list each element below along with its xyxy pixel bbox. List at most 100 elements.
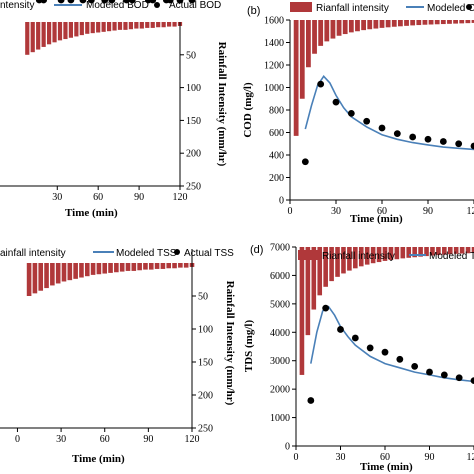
x-axis-title: Time (min): [350, 213, 403, 225]
actual-point: [67, 0, 75, 4]
x-tick-label: 30: [331, 206, 341, 217]
rainfall-bar: [299, 247, 305, 375]
right-tick-label: 50: [198, 292, 208, 303]
legend-dot-swatch: [154, 2, 160, 8]
rainfall-bar: [166, 22, 172, 27]
rainfall-bar: [440, 20, 446, 25]
rainfall-bar: [67, 263, 73, 281]
panel-label: (b): [247, 5, 260, 17]
rainfall-bar: [436, 247, 441, 256]
x-tick-label: 60: [380, 452, 390, 463]
legend-model-label: Modeled COD: [427, 3, 474, 14]
x-ticks: 0 30 60 90 120: [15, 428, 200, 445]
modeled-line: [310, 305, 474, 383]
right-tick-label: 50: [186, 50, 196, 61]
actual-point: [317, 80, 325, 88]
legend-dot-swatch: [466, 4, 472, 10]
modeled-line: [304, 75, 474, 151]
rainfall-bar: [148, 263, 154, 270]
actual-point: [411, 363, 419, 370]
panel-c: 0 30 60 90 120 50 100 150 200 250 Time (min) Rai…: [0, 0, 236, 465]
y-tick-label: 800: [269, 106, 284, 117]
legend-actual-label: Actual TSS: [184, 248, 234, 259]
actual-point: [378, 124, 386, 132]
right-tick-label: 250: [198, 424, 213, 435]
y-tick-label: 2000: [270, 385, 290, 396]
rainfall-bar: [410, 20, 416, 26]
actual-point: [101, 0, 109, 4]
y-tick-label: 4000: [270, 328, 290, 339]
actual-point: [128, 0, 136, 4]
x-tick-label: 30: [52, 192, 62, 203]
x-tick-label: 120: [467, 206, 474, 217]
rainfall-bar: [137, 263, 142, 271]
rainfall-bar: [382, 247, 388, 261]
rainfall-bar: [317, 247, 323, 296]
rainfall-bar: [46, 22, 52, 45]
legend-actual-label: Actual BOD: [169, 0, 221, 11]
y-tick-label: 6000: [270, 271, 290, 282]
rainfall-bar: [125, 263, 131, 271]
rainfall-bar: [131, 263, 137, 271]
legend: ainfall intensity Modeled TSS Actual TSS: [0, 248, 234, 259]
legend-dot-swatch: [174, 249, 180, 255]
rainfall-bar: [424, 247, 429, 257]
rainfall-bar: [101, 22, 106, 32]
rainfall-bar: [183, 263, 189, 268]
panel-label: (d): [250, 244, 263, 256]
y-tick-label: 0: [285, 442, 290, 453]
actual-point: [347, 109, 355, 117]
rainfall-bar: [79, 22, 84, 36]
bar-series: [25, 22, 183, 55]
x-tick-label: 120: [185, 434, 200, 445]
y-tick-label: 1000: [270, 413, 290, 424]
actual-points: [301, 80, 474, 166]
rainfall-bar: [361, 20, 366, 31]
legend-model-label: Modeled TSS: [116, 248, 177, 259]
bar-series: [299, 247, 474, 375]
rainfall-bar: [442, 247, 447, 255]
actual-point: [396, 355, 404, 363]
rainfall-bar: [465, 247, 471, 254]
x-axis-title: Time (min): [72, 453, 125, 465]
rainfall-bar: [379, 20, 385, 28]
rainfall-bar: [25, 22, 30, 55]
rainfall-bar: [347, 247, 352, 271]
actual-point: [35, 0, 43, 4]
rainfall-bar: [90, 263, 96, 275]
y-tick-label: 1200: [264, 61, 284, 72]
rainfall-bar: [102, 263, 108, 274]
rainfall-bar: [418, 247, 423, 257]
rainfall-bar: [453, 20, 458, 24]
y-tick-label: 1000: [264, 83, 284, 94]
bar-series: [26, 263, 195, 296]
rainfall-bar: [355, 20, 360, 32]
rainfall-bar: [52, 22, 57, 43]
right-axis-title: Rainfall Intensity (mm/hr): [224, 281, 236, 406]
y-tick-label: 200: [269, 173, 284, 184]
x-tick-label: 90: [423, 206, 433, 217]
rainfall-bar: [335, 247, 340, 277]
x-tick-label: 30: [56, 434, 66, 445]
rainfall-bar: [370, 247, 376, 264]
actual-point: [188, 0, 196, 4]
y-tick-label: 1600: [264, 16, 284, 27]
x-tick-label: 60: [93, 192, 103, 203]
rainfall-bar: [84, 263, 90, 277]
actual-point: [439, 138, 447, 145]
actual-point: [455, 374, 463, 382]
rainfall-bar: [55, 263, 61, 284]
rainfall-bar: [145, 22, 150, 28]
rainfall-bar: [108, 263, 113, 273]
rainfall-bar: [106, 22, 112, 32]
legend-model-label: Modeled TDS: [429, 251, 474, 262]
rainfall-bar: [117, 22, 123, 30]
rainfall-bar: [400, 247, 406, 259]
y-tick-label: 400: [269, 151, 284, 162]
rainfall-bar: [30, 22, 35, 53]
bar-series: [293, 20, 474, 136]
actual-point: [322, 304, 330, 312]
rainfall-bar: [57, 22, 63, 41]
rainfall-bar: [353, 247, 358, 269]
rainfall-bar: [376, 247, 382, 263]
